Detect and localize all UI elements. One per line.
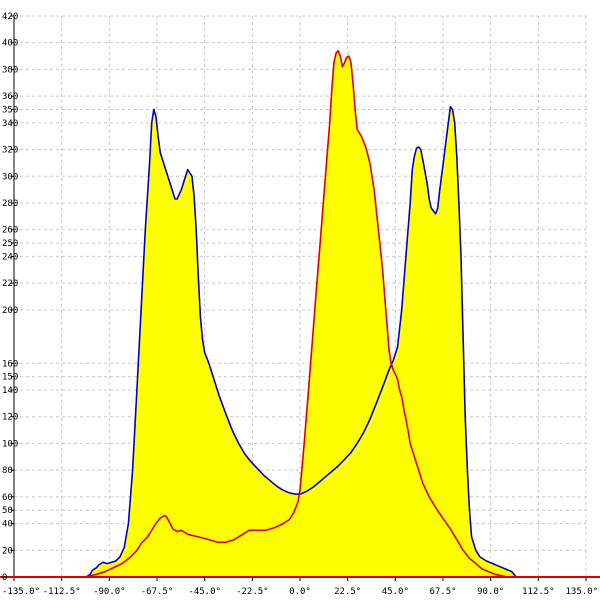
y-tick-label: 150 [2,373,18,383]
y-tick-label: 160 [2,359,18,369]
x-tick-label: 112.5° [522,587,555,597]
y-tick-label: 400 [2,39,18,49]
y-tick-label: 250 [2,239,18,249]
area-fills [86,50,517,578]
y-tick-label: 280 [2,199,18,209]
y-tick-label: 320 [2,146,18,156]
y-tick-label: 380 [2,65,18,75]
x-tick-label: -112.5° [43,587,81,597]
x-tick-label: 67.5° [429,587,456,597]
x-tick-labels: -135.0° -112.5° -90.0° -67.5° -45.0° -22.5° 0.… [2,587,598,597]
y-tick-label: 120 [2,413,18,423]
y-tick-label: 260 [2,226,18,236]
y-tick-label: 360 [2,92,18,102]
x-tick-label: -45.0° [188,587,221,597]
x-tick-label: 0.0° [289,587,311,597]
series-line-2 [85,49,508,578]
y-tick-label: 300 [2,172,18,182]
y-tick-label: 0 [2,573,7,583]
x-tick-label: 45.0° [382,587,409,597]
y-tick-label: 340 [2,119,18,129]
y-tick-label: 40 [2,520,13,530]
y-tick-label: 420 [2,12,18,22]
y-tick-labels: 20 40 50 60 80 100 120 140 150 160 200 220 240 250 260… [2,12,18,583]
series-lines [85,49,517,578]
y-tick-label: 80 [2,466,13,476]
y-tick-label: 60 [2,493,13,503]
y-tick-label: 50 [2,506,13,516]
y-tick-label: 140 [2,386,18,396]
y-tick-label: 350 [2,106,18,116]
x-tick-label: -22.5° [236,587,269,597]
x-tick-label: -90.0° [93,587,126,597]
y-tick-label: 220 [2,279,18,289]
x-tick-label: 90.0° [477,587,504,597]
y-tick-label: 200 [2,306,18,316]
y-tick-label: 20 [2,546,13,556]
y-tick-label: 240 [2,252,18,262]
x-tick-label: 22.5° [334,587,361,597]
x-tick-label: -135.0° [2,587,40,597]
series-fill-2 [86,50,508,577]
y-tick-label: 100 [2,439,18,449]
x-tick-label: -67.5° [141,587,174,597]
grid-lines [13,15,587,577]
x-tick-label: 135.0° [565,587,598,597]
axes [0,15,600,581]
